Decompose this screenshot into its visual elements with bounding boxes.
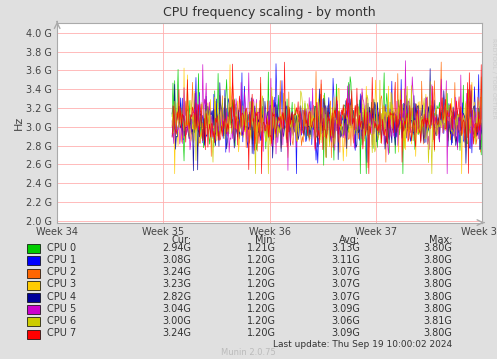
Text: 1.20G: 1.20G: [247, 292, 276, 302]
Text: CPU 7: CPU 7: [47, 328, 77, 338]
Text: CPU 3: CPU 3: [47, 279, 77, 289]
Text: CPU 1: CPU 1: [47, 255, 77, 265]
Text: 3.07G: 3.07G: [331, 292, 360, 302]
Text: 3.04G: 3.04G: [163, 304, 191, 314]
Text: 1.20G: 1.20G: [247, 279, 276, 289]
Text: 3.00G: 3.00G: [163, 316, 191, 326]
Text: 3.80G: 3.80G: [423, 328, 452, 338]
Text: 3.24G: 3.24G: [163, 328, 191, 338]
Text: CPU 5: CPU 5: [47, 304, 77, 314]
Text: 3.80G: 3.80G: [423, 279, 452, 289]
Text: 3.08G: 3.08G: [163, 255, 191, 265]
Text: 1.20G: 1.20G: [247, 304, 276, 314]
Text: CPU 4: CPU 4: [47, 292, 77, 302]
Text: 3.80G: 3.80G: [423, 255, 452, 265]
Text: 3.81G: 3.81G: [423, 316, 452, 326]
Text: 3.80G: 3.80G: [423, 304, 452, 314]
Text: 1.20G: 1.20G: [247, 267, 276, 277]
Text: Cur:: Cur:: [171, 235, 191, 245]
Text: Max:: Max:: [429, 235, 452, 245]
Text: 1.20G: 1.20G: [247, 316, 276, 326]
Text: 3.23G: 3.23G: [163, 279, 191, 289]
Text: CPU 0: CPU 0: [47, 243, 77, 253]
Text: 1.20G: 1.20G: [247, 255, 276, 265]
Text: Min:: Min:: [255, 235, 276, 245]
Text: 3.80G: 3.80G: [423, 292, 452, 302]
Text: 3.09G: 3.09G: [331, 304, 360, 314]
Text: 3.80G: 3.80G: [423, 267, 452, 277]
Text: 1.20G: 1.20G: [247, 328, 276, 338]
Title: CPU frequency scaling - by month: CPU frequency scaling - by month: [164, 6, 376, 19]
Text: 3.07G: 3.07G: [331, 267, 360, 277]
Text: 2.82G: 2.82G: [162, 292, 191, 302]
Text: 3.07G: 3.07G: [331, 279, 360, 289]
Text: 2.94G: 2.94G: [163, 243, 191, 253]
Text: 3.24G: 3.24G: [163, 267, 191, 277]
Text: 3.06G: 3.06G: [331, 316, 360, 326]
Text: 3.11G: 3.11G: [331, 255, 360, 265]
Text: Last update: Thu Sep 19 10:00:02 2024: Last update: Thu Sep 19 10:00:02 2024: [273, 340, 452, 349]
Text: Munin 2.0.75: Munin 2.0.75: [221, 348, 276, 357]
Text: RRDTOOL / TOBI OETIKER: RRDTOOL / TOBI OETIKER: [491, 38, 496, 118]
Text: 1.21G: 1.21G: [247, 243, 276, 253]
Text: 3.80G: 3.80G: [423, 243, 452, 253]
Text: CPU 2: CPU 2: [47, 267, 77, 277]
Text: 3.13G: 3.13G: [331, 243, 360, 253]
Y-axis label: Hz: Hz: [13, 116, 23, 130]
Text: 3.09G: 3.09G: [331, 328, 360, 338]
Text: Avg:: Avg:: [339, 235, 360, 245]
Text: CPU 6: CPU 6: [47, 316, 77, 326]
